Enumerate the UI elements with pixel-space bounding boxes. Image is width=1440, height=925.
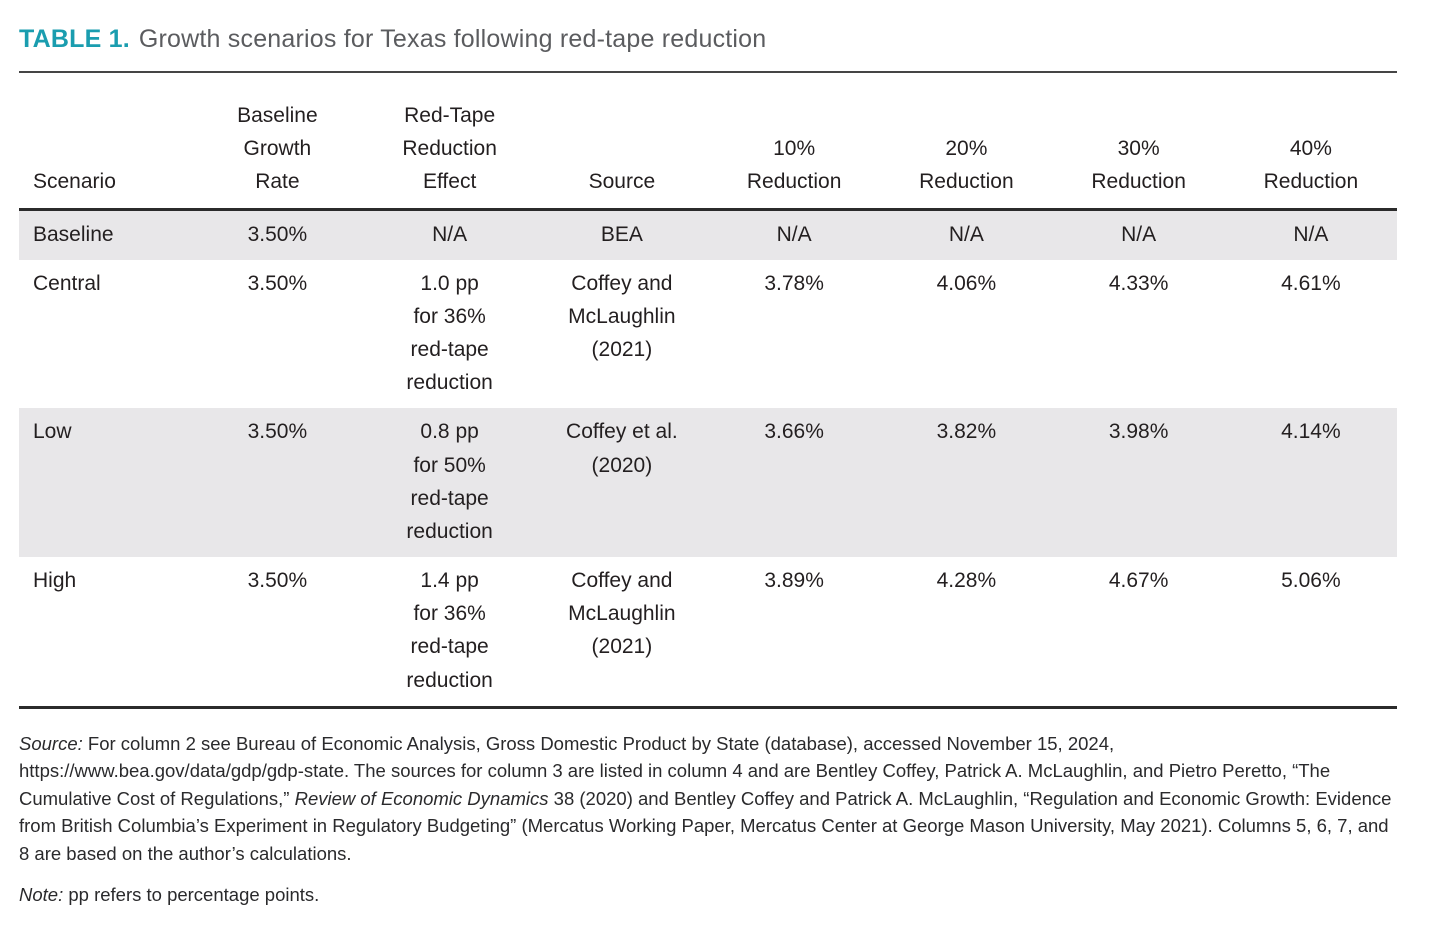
cell-baseline-growth-rate: 3.50% [191, 557, 364, 709]
footnote: Note: pp refers to percentage points. [19, 881, 1397, 909]
cell-10-reduction: 3.78% [764, 271, 824, 295]
col-header-red-tape-reduction-effect: Red-Tape Reduction Effect [363, 72, 536, 211]
cell-20-reduction: 3.82% [936, 420, 997, 444]
cell-red-tape-effect: 1.0 pp for 36% red-tape reduction [406, 271, 493, 395]
col-header-10-reduction: 10% Reduction [708, 72, 881, 211]
cell-20-reduction: 4.06% [936, 271, 997, 295]
source-text-1: For column 2 see Bureau of Economic Anal… [19, 732, 1331, 809]
cell-red-tape-effect: 1.4 pp for 36% red-tape reduction [363, 557, 536, 709]
content-area: TABLE 1. Growth scenarios for Texas follo… [19, 0, 1397, 908]
cell-red-tape-effect: N/A [432, 222, 468, 246]
cell-scenario: Low [33, 420, 72, 444]
cell-30-reduction: 3.98% [1108, 420, 1169, 444]
cell-source: Coffey and McLaughlin (2021) [568, 271, 676, 362]
cell-source: Coffey and McLaughlin (2021) [535, 557, 708, 709]
cell-30-reduction: N/A [1121, 222, 1157, 246]
table-number-label: TABLE 1. [19, 25, 130, 53]
cell-baseline-growth-rate: 3.50% [247, 271, 308, 295]
table-row-central: Central 3.50% 1.0 pp for 36% red-tape re… [19, 260, 1397, 409]
cell-baseline-growth-rate: 3.50% [247, 222, 308, 246]
cell-red-tape-effect: 0.8 pp for 50% red-tape reduction [406, 420, 493, 543]
note-label: Note: [19, 883, 64, 905]
table-row-baseline: Baseline 3.50% N/A BEA N/A N/A N/A N/A [19, 209, 1397, 260]
cell-30-reduction: 4.67% [1052, 557, 1225, 709]
col-header-source: Source [535, 72, 708, 211]
cell-40-reduction: 5.06% [1224, 557, 1397, 709]
cell-30-reduction: 4.33% [1108, 271, 1169, 295]
header-row: Scenario Baseline Growth Rate Red-Tape R… [19, 72, 1397, 211]
table-row-low: Low 3.50% 0.8 pp for 50% red-tape reduct… [19, 408, 1397, 558]
cell-scenario: Central [33, 271, 101, 295]
source-note: Source: For column 2 see Bureau of Econo… [19, 730, 1397, 868]
cell-40-reduction: 4.61% [1281, 271, 1341, 295]
cell-10-reduction: 3.89% [708, 557, 881, 709]
page-title: TABLE 1. Growth scenarios for Texas follo… [19, 25, 1397, 54]
cell-20-reduction: 4.28% [880, 557, 1053, 709]
cell-10-reduction: N/A [776, 222, 812, 246]
cell-source: BEA [600, 222, 643, 246]
cell-scenario: High [19, 557, 192, 709]
source-text-2: 38 (2020) and Bentley Coffey and Patrick… [19, 787, 1392, 864]
col-header-30-reduction: 30% Reduction [1052, 72, 1225, 211]
cell-source: Coffey et al. (2020) [566, 420, 678, 477]
cell-10-reduction: 3.66% [764, 420, 824, 444]
table-title-text: Growth scenarios for Texas following red… [138, 25, 767, 53]
source-label: Source: [19, 732, 83, 754]
source-journal-title: Review of Economic Dynamics [294, 787, 549, 809]
col-header-scenario: Scenario [19, 72, 192, 211]
col-header-20-reduction: 20% Reduction [880, 72, 1053, 211]
cell-40-reduction: N/A [1293, 222, 1329, 246]
cell-40-reduction: 4.14% [1281, 420, 1341, 444]
col-header-40-reduction: 40% Reduction [1224, 72, 1397, 211]
cell-baseline-growth-rate: 3.50% [247, 420, 308, 444]
cell-scenario: Baseline [33, 222, 114, 246]
col-header-baseline-growth-rate: Baseline Growth Rate [191, 72, 364, 211]
note-text: pp refers to percentage points. [63, 883, 320, 905]
cell-20-reduction: N/A [948, 222, 984, 246]
table-row-high: High 3.50% 1.4 pp for 36% red-tape reduc… [19, 557, 1397, 709]
growth-scenarios-table: Scenario Baseline Growth Rate Red-Tape R… [19, 71, 1397, 709]
